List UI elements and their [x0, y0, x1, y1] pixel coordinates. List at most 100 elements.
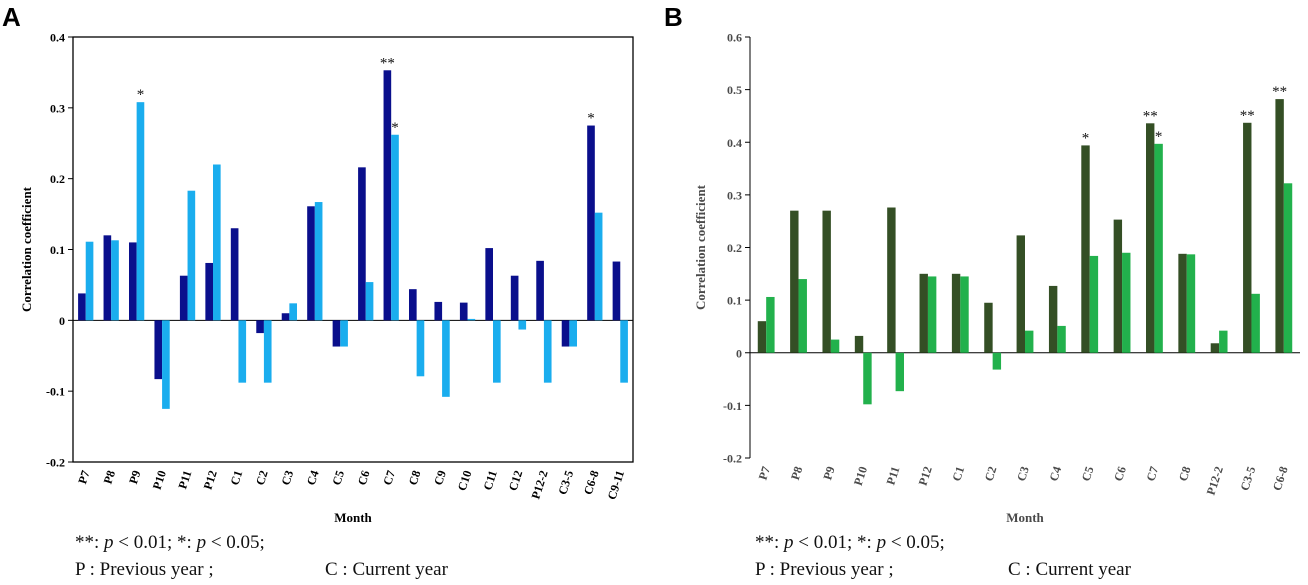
- bar-c5-series1: [1081, 145, 1090, 353]
- bar-c9-series2: [442, 320, 450, 397]
- significance-mark: **: [1272, 84, 1287, 100]
- bar-c7-series2: [1154, 143, 1163, 353]
- note-threshold-1: < 0.01;: [793, 532, 858, 553]
- x-tick-label: P11: [883, 465, 902, 487]
- bar-c1-series1: [951, 273, 961, 353]
- note-single-star: *: [857, 532, 867, 553]
- bar-p12-2-series1: [1210, 343, 1220, 353]
- bar-c2-series1: [984, 302, 993, 353]
- bar-c6-series2: [1122, 252, 1131, 353]
- note-p-1: p: [784, 532, 794, 553]
- y-tick-label: 0.5: [727, 83, 742, 97]
- bar-c4-series1: [1048, 285, 1058, 353]
- y-tick-label: 0.3: [50, 101, 65, 115]
- bar-p12-2-series2: [1219, 330, 1228, 353]
- note-p-2: p: [876, 532, 887, 553]
- bar-p11-series2: [187, 190, 196, 321]
- x-axis-title: Month: [1006, 510, 1044, 525]
- bar-c8-series2: [1186, 254, 1196, 353]
- panel-b-letter: B: [664, 2, 683, 32]
- note-colon-1: :: [774, 532, 785, 553]
- bar-c3-5-series2: [1251, 293, 1260, 353]
- note-double-stars: **: [755, 532, 774, 553]
- bar-c3-5-series2: [569, 320, 577, 347]
- y-tick-label: -0.1: [46, 385, 65, 399]
- y-tick-label: -0.2: [723, 452, 742, 466]
- bar-c10-series1: [459, 302, 468, 321]
- x-tick-label: C9: [431, 469, 449, 487]
- x-tick-label: C6: [355, 469, 373, 487]
- bar-c3-5-series1: [1243, 122, 1252, 353]
- bar-c2-series2: [992, 352, 1002, 370]
- bar-c12-series2: [518, 320, 527, 330]
- x-tick-label: C11: [480, 469, 499, 492]
- x-tick-label: C3-5: [555, 469, 576, 497]
- note-colon-1: :: [94, 532, 105, 553]
- significance-mark: *: [137, 87, 145, 103]
- bar-c3-series1: [1016, 235, 1025, 353]
- bar-c11-series1: [485, 248, 493, 321]
- bar-c3-series2: [289, 303, 297, 321]
- bar-p7-series1: [757, 321, 767, 353]
- bar-p12-2-series1: [536, 260, 544, 321]
- note-colon-2: :: [186, 532, 197, 553]
- y-tick-label: 0.4: [727, 136, 742, 150]
- bar-c5-series1: [332, 320, 341, 347]
- significance-mark: *: [391, 120, 399, 136]
- note-threshold-2: < 0.05;: [206, 532, 265, 553]
- note-threshold-1: < 0.01;: [113, 532, 178, 553]
- y-tick-label: 0.6: [727, 31, 742, 45]
- bar-p10-series2: [162, 320, 170, 409]
- x-tick-label: C5: [1079, 465, 1097, 483]
- significance-mark: **: [1240, 108, 1255, 124]
- x-tick-label: P10: [150, 469, 169, 492]
- bar-c5-series2: [340, 320, 348, 347]
- bar-p7-series1: [78, 293, 86, 321]
- y-axis-title: Correlation coefficient: [693, 184, 708, 310]
- note-previous-year-b: P : Previous year ;: [755, 559, 894, 580]
- bar-c6-series2: [365, 282, 374, 321]
- y-tick-label: 0.1: [727, 294, 742, 308]
- x-tick-label: C2: [253, 469, 271, 487]
- bar-c8-series2: [416, 320, 425, 377]
- significance-mark: *: [1155, 129, 1163, 145]
- x-tick-label: P12-2: [528, 469, 550, 501]
- x-tick-label: C3: [278, 469, 296, 487]
- bar-c2-series2: [263, 320, 272, 383]
- y-tick-label: 0: [59, 314, 65, 328]
- bar-c4-series1: [307, 206, 315, 321]
- x-tick-label: P7: [756, 465, 773, 482]
- bar-c9-series1: [434, 301, 443, 321]
- bar-c6-series1: [1113, 219, 1123, 353]
- note-p-1: p: [104, 532, 114, 553]
- bar-p10-series2: [863, 352, 872, 405]
- y-axis-title: Correlation coefficient: [19, 186, 34, 312]
- bar-p7-series2: [766, 296, 775, 353]
- bar-p8-series2: [111, 240, 119, 321]
- note-double-stars: **: [75, 532, 94, 553]
- bar-c7-series1: [383, 70, 392, 321]
- bar-p9-series2: [136, 102, 145, 321]
- x-tick-label: C6-8: [1270, 465, 1291, 493]
- x-tick-label: C10: [455, 469, 475, 493]
- note-current-year-b: C : Current year: [1008, 559, 1131, 580]
- note-colon-2: :: [866, 532, 877, 553]
- x-tick-label: P8: [101, 469, 118, 486]
- y-tick-label: 0.1: [50, 243, 65, 257]
- bar-c3-series1: [281, 313, 290, 321]
- bar-p12-series2: [213, 164, 221, 321]
- x-tick-label: P12: [201, 469, 220, 492]
- bar-c10-series2: [467, 318, 476, 321]
- x-tick-label: C12: [506, 469, 526, 493]
- x-tick-label: C8: [406, 469, 424, 487]
- bar-c9-11-series1: [612, 261, 621, 321]
- note-single-star: *: [177, 532, 187, 553]
- y-tick-label: -0.1: [723, 399, 742, 413]
- y-tick-label: 0: [736, 346, 742, 360]
- bar-c3-5-series1: [561, 320, 570, 347]
- bar-c4-series2: [314, 202, 323, 321]
- bar-p9-series1: [822, 210, 831, 353]
- x-tick-label: C8: [1176, 465, 1194, 483]
- chart-a: -0.2 -0.1 0 0.1 0.2 0.3 0.4 P7 P8 * P9 P10 P11 P12 C1 C…: [19, 31, 634, 525]
- x-tick-label: C6: [1111, 465, 1129, 483]
